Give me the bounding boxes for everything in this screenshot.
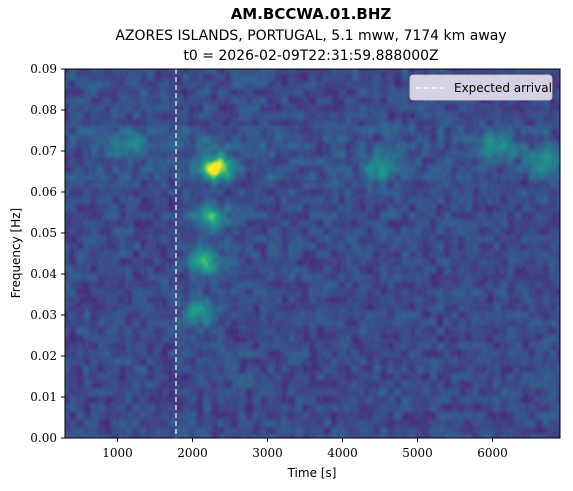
y-tick-label: 0.07: [30, 144, 57, 158]
x-tick-label: 6000: [477, 446, 508, 460]
chart-subtitle-event: AZORES ISLANDS, PORTUGAL, 5.1 mww, 7174 …: [115, 28, 506, 44]
y-tick-label: 0.02: [30, 349, 57, 363]
legend-box: [409, 74, 553, 101]
spectrogram-image: [65, 69, 560, 438]
y-tick-label: 0.06: [30, 185, 57, 199]
x-tick-label: 1000: [102, 446, 133, 460]
y-axis-label: Frequency [Hz]: [9, 208, 23, 299]
y-tick-label: 0.04: [30, 267, 57, 281]
plot-area: [64, 68, 561, 439]
y-tick-label: 0.09: [30, 62, 57, 76]
legend-entry-expected-arrival: Expected arrival: [454, 81, 552, 95]
x-tick-label: 2000: [177, 446, 208, 460]
y-tick-label: 0.03: [30, 308, 57, 322]
y-tick-label: 0.00: [30, 431, 57, 445]
y-tick-label: 0.08: [30, 103, 57, 117]
chart-title: AM.BCCWA.01.BHZ: [231, 5, 392, 23]
y-tick-label: 0.05: [30, 226, 57, 240]
chart-subtitle-origin-time: t0 = 2026-02-09T22:31:59.888000Z: [183, 48, 438, 64]
x-tick-label: 3000: [252, 446, 283, 460]
x-tick-label: 5000: [402, 446, 433, 460]
legend: Expected arrival: [409, 74, 553, 101]
x-axis-label: Time [s]: [287, 466, 337, 480]
y-tick-label: 0.01: [30, 390, 57, 404]
x-axis: 1000 2000 3000 4000 5000 6000: [102, 438, 508, 460]
x-tick-label: 4000: [327, 446, 358, 460]
y-axis: 0.00 0.01 0.02 0.03 0.04 0.05 0.06 0.07 0.08 0.09: [30, 62, 65, 445]
plot-frame: [64, 68, 561, 439]
spectrogram-image-container: [65, 69, 560, 438]
